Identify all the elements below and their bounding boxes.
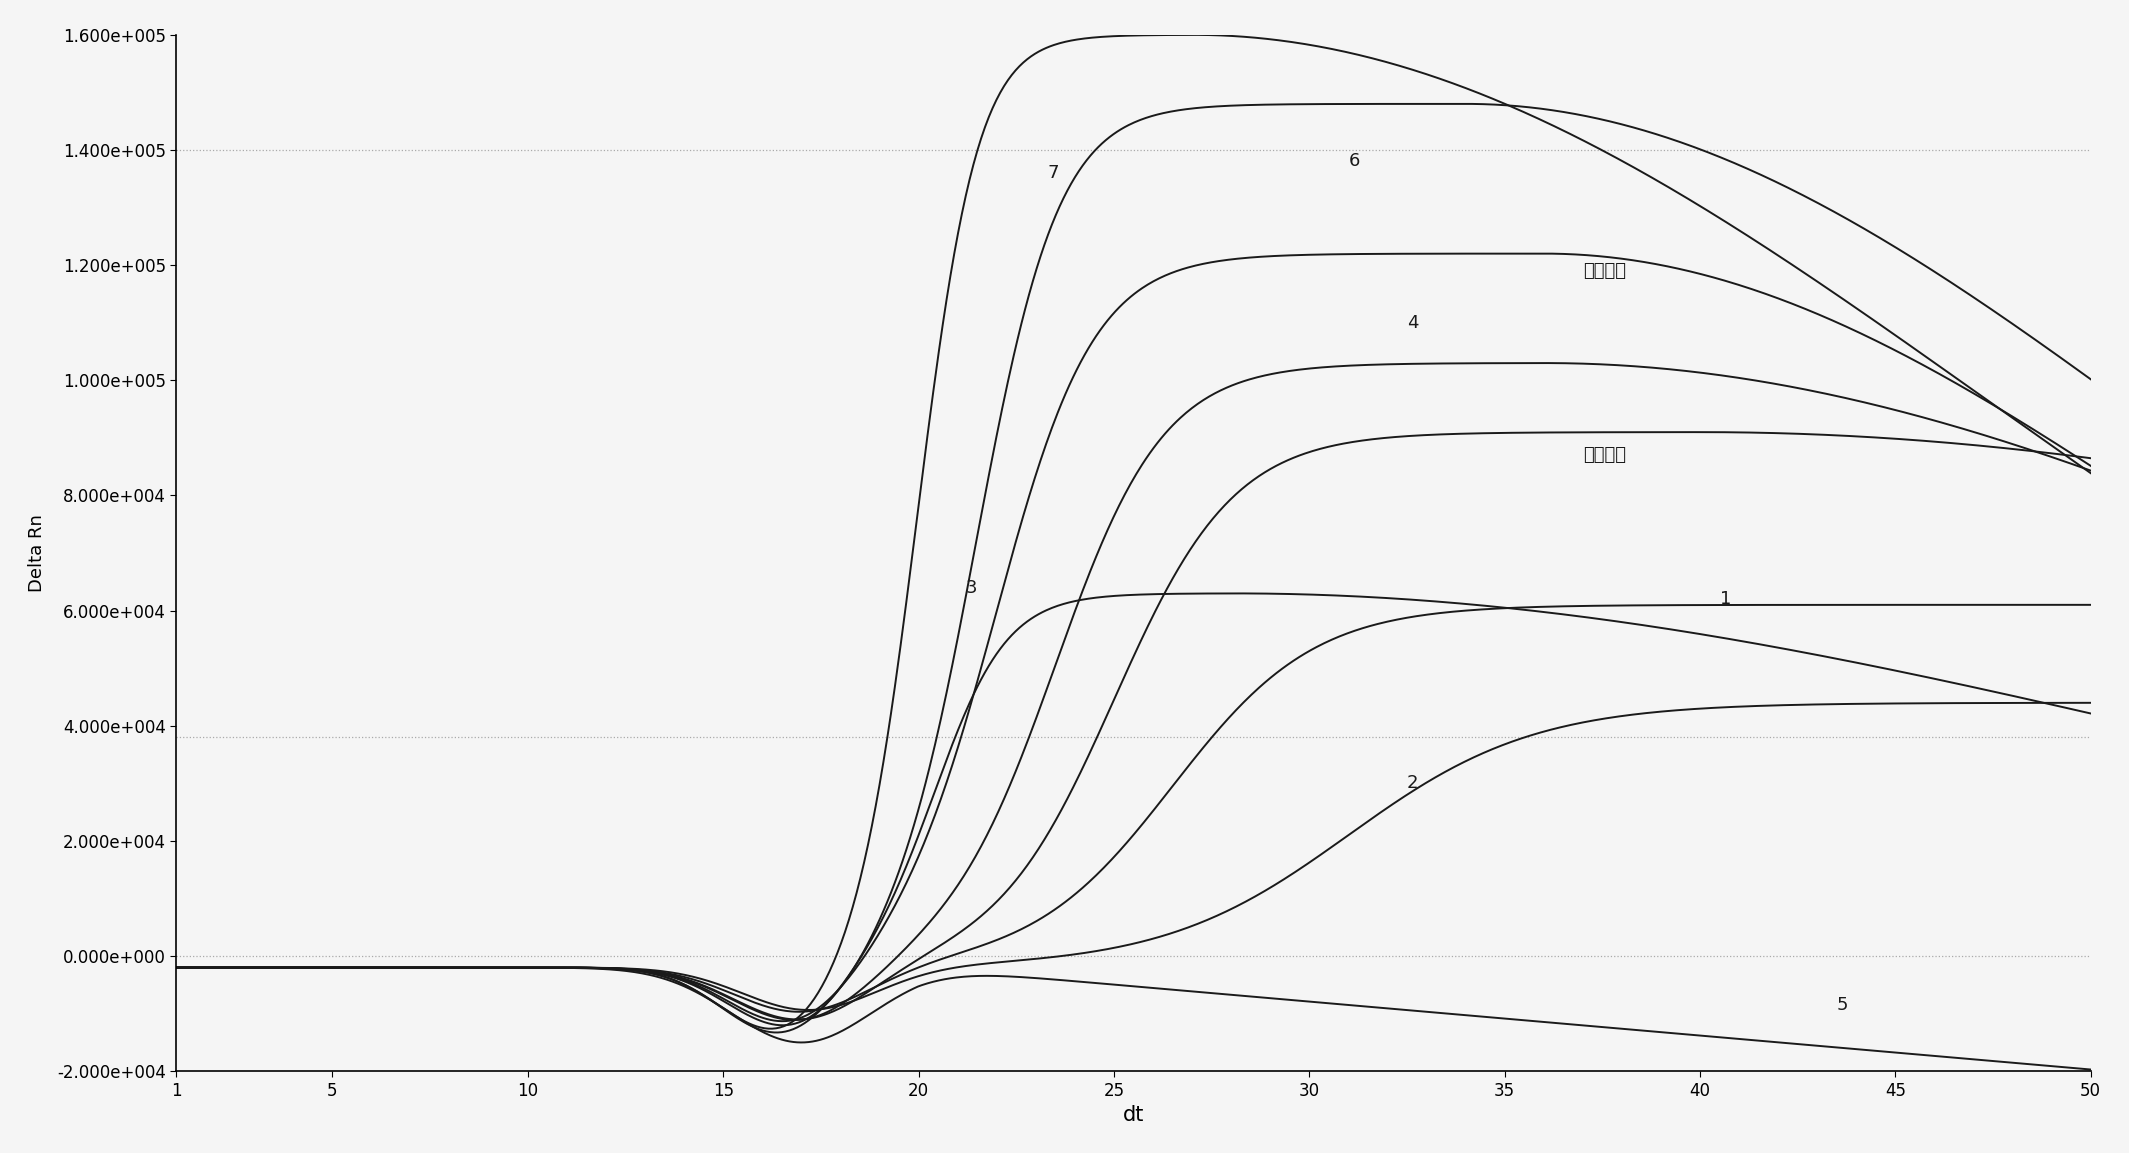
Text: 2: 2 <box>1407 775 1418 792</box>
Y-axis label: Delta Rn: Delta Rn <box>28 514 47 591</box>
Text: 阳性对照: 阳性对照 <box>1582 446 1627 465</box>
X-axis label: dt: dt <box>1122 1106 1143 1125</box>
Text: 阴性对照: 阴性对照 <box>1582 262 1627 280</box>
Text: 3: 3 <box>964 579 977 596</box>
Text: 5: 5 <box>1837 996 1848 1013</box>
Text: 6: 6 <box>1348 152 1360 171</box>
Text: 7: 7 <box>1047 164 1058 182</box>
Text: 1: 1 <box>1720 590 1731 608</box>
Text: 4: 4 <box>1407 314 1418 332</box>
